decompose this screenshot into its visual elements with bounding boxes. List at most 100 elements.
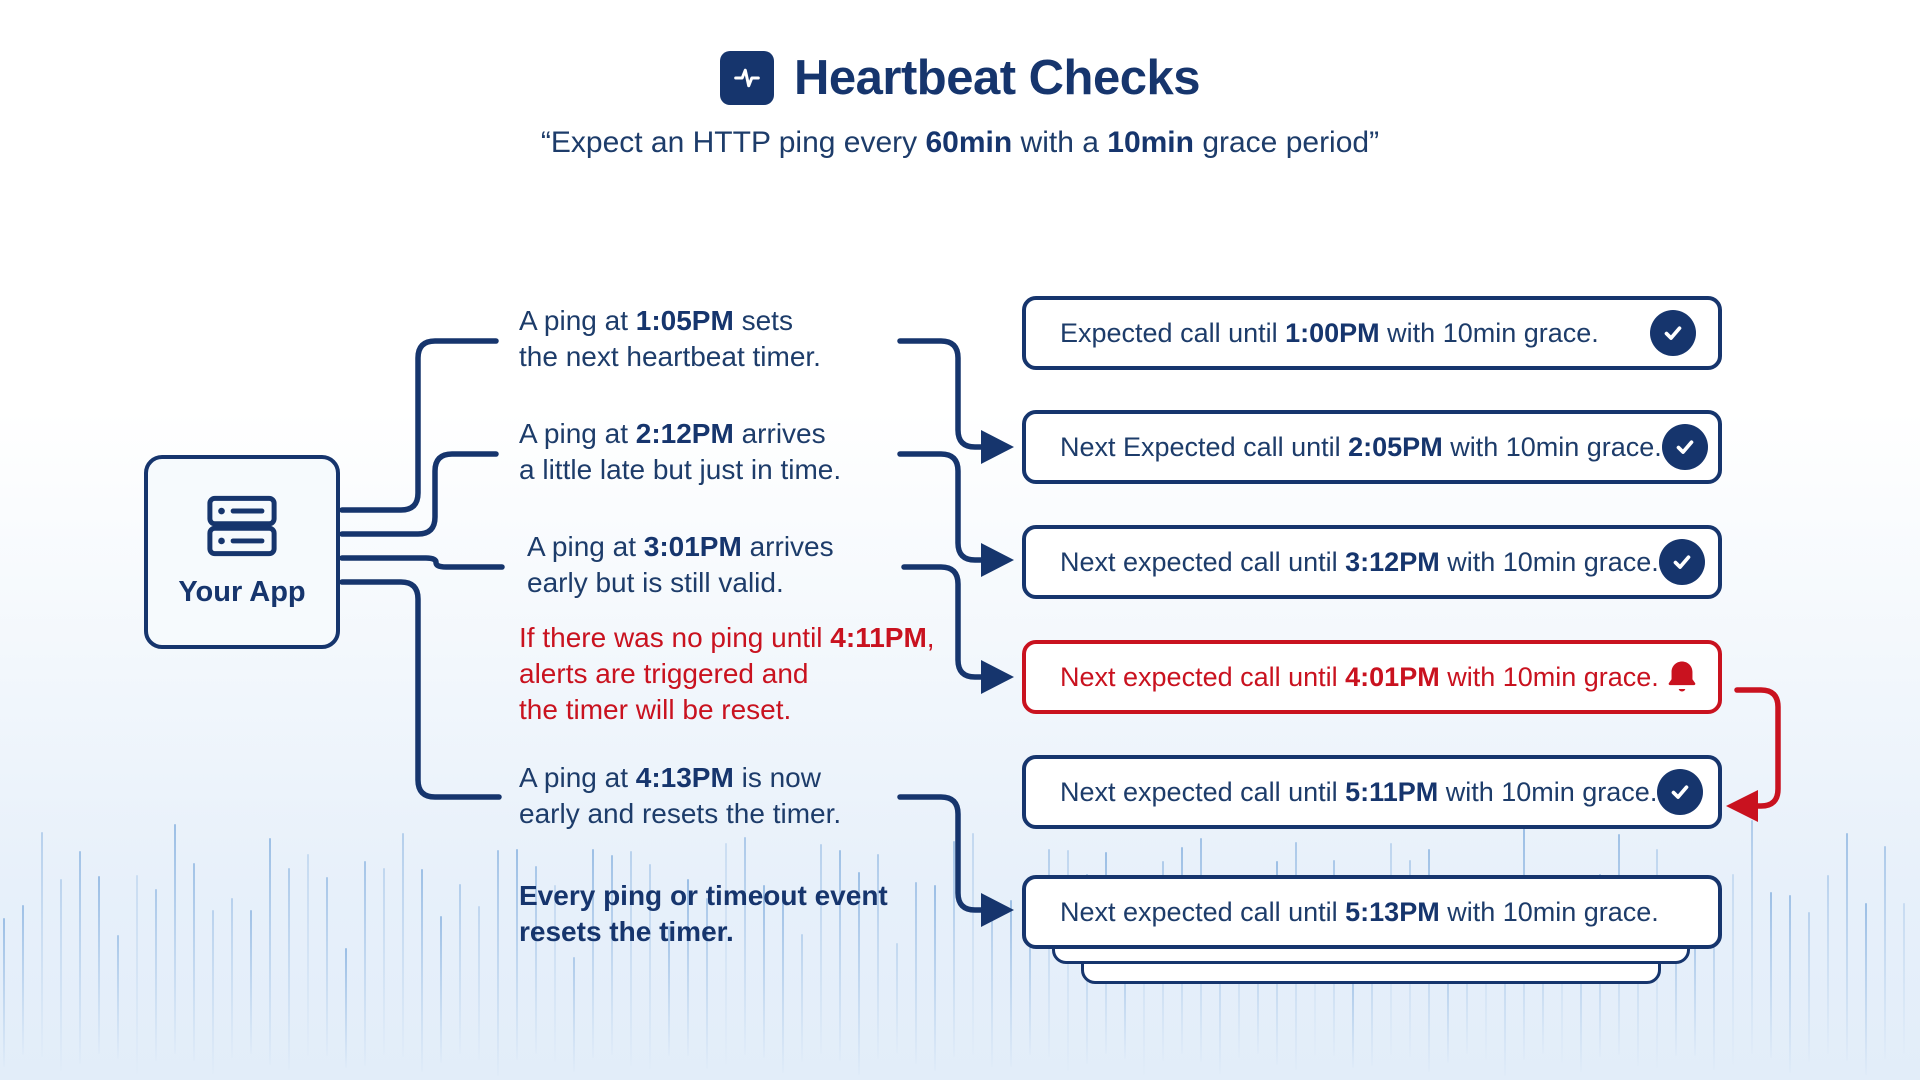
waveform-bar: [1447, 922, 1449, 1063]
card-expected-205: Next Expected call until 2:05PM with 10m…: [1022, 410, 1722, 484]
title-row: Heartbeat Checks: [720, 50, 1200, 106]
waveform-bar: [687, 879, 689, 1056]
waveform-bar: [3, 918, 5, 1067]
check-icon: [1661, 424, 1708, 470]
waveform-bar: [1029, 909, 1031, 1055]
waveform-bar: [1770, 892, 1772, 1058]
line-app-to-note3: [339, 555, 505, 570]
arrowhead-card4: [981, 660, 1014, 694]
card-expected-513: Next expected call until 5:13PM with 10m…: [1022, 875, 1722, 949]
waveform-bar: [516, 849, 518, 1060]
waveform-bar: [231, 898, 233, 1058]
waveform-bar: [1124, 948, 1126, 1059]
waveform-bar: [858, 872, 860, 1075]
waveform-bar: [440, 916, 442, 1063]
waveform-bar: [1865, 903, 1867, 1075]
waveform-bar: [1219, 935, 1221, 1074]
waveform-bar: [345, 948, 347, 1068]
waveform-bar: [326, 877, 328, 1056]
card-expected-511: Next expected call until 5:11PM with 10m…: [1022, 755, 1722, 829]
card-expected-401-alert: Next expected call until 4:01PM with 10m…: [1022, 640, 1722, 714]
check-icon: [1650, 310, 1696, 356]
server-icon: [206, 495, 278, 562]
waveform-bar: [22, 905, 24, 1055]
waveform-bar: [535, 866, 537, 1054]
note-ping-301: A ping at 3:01PM arrives early but is st…: [527, 531, 834, 598]
waveform-bar: [288, 868, 290, 1070]
waveform-bar: [174, 824, 176, 1054]
waveform-bar: [478, 906, 480, 1060]
alert-bell-icon: [1659, 654, 1705, 700]
waveform-bar: [1789, 895, 1791, 1073]
page-subtitle: “Expect an HTTP ping every 60min with a …: [540, 126, 1380, 159]
waveform-bar: [934, 885, 936, 1071]
waveform-bar: [193, 863, 195, 1061]
waveform-bar: [1903, 903, 1905, 1054]
waveform-bar: [782, 900, 784, 1073]
waveform-bar: [706, 898, 708, 1069]
waveform-bar: [877, 854, 879, 1059]
waveform-bar: [383, 868, 385, 1055]
waveform-bar: [554, 885, 556, 1062]
card-expected-100: Expected call until 1:00PM with 10min gr…: [1022, 296, 1722, 370]
waveform-bar: [117, 935, 119, 1059]
line-note5-to-card6: [897, 794, 986, 913]
waveform-bar: [1827, 875, 1829, 1054]
waveform-bar: [79, 851, 81, 1064]
waveform-bar: [1846, 833, 1848, 1061]
line-app-to-note1: [339, 338, 499, 513]
waveform-bar: [1732, 874, 1734, 1065]
red-arrowhead-card5: [1726, 790, 1758, 822]
note-reset-rule: Every ping or timeout event resets the t…: [519, 880, 888, 947]
check-icon: [1657, 769, 1704, 815]
waveform-bar: [1751, 820, 1753, 1054]
arrowhead-card6: [981, 893, 1014, 927]
your-app-box: Your App: [144, 455, 340, 649]
waveform-bar: [896, 943, 898, 1054]
arrowhead-card3: [981, 543, 1014, 577]
waveform-bar: [98, 876, 100, 1054]
waveform-bar: [763, 885, 765, 1058]
waveform-bar: [60, 879, 62, 1071]
waveform-bar: [573, 957, 575, 1072]
waveform-bar: [972, 833, 974, 1055]
arrowhead-card2: [981, 430, 1014, 464]
waveform-bar: [1713, 878, 1715, 1070]
waveform-bar: [630, 851, 632, 1066]
waveform-bar: [1048, 849, 1050, 1057]
waveform-bar: [668, 926, 670, 1056]
line-note2-to-card3: [897, 451, 986, 563]
note-ping-212: A ping at 2:12PM arrives a little late b…: [519, 418, 842, 485]
waveform-bar: [41, 832, 43, 1057]
waveform-bar: [1010, 900, 1012, 1067]
note-ping-413: A ping at 4:13PM is now early and resets…: [519, 762, 842, 829]
waveform-bar: [459, 884, 461, 1054]
page-title: Heartbeat Checks: [794, 51, 1200, 105]
waveform-bar: [497, 850, 499, 1076]
line-app-to-note2: [339, 451, 499, 537]
waveform-bar: [1694, 900, 1696, 1056]
red-loop-card4-to-card5: [1734, 687, 1781, 809]
waveform-bar: [155, 889, 157, 1061]
note-timeout-411: If there was no ping until 4:11PM, alert…: [519, 622, 935, 725]
line-note3-to-card4: [901, 564, 986, 680]
waveform-bar: [801, 934, 803, 1062]
waveform-bar: [820, 844, 822, 1054]
card-expected-312: Next expected call until 3:12PM with 10m…: [1022, 525, 1722, 599]
waveform-bar: [136, 875, 138, 1074]
your-app-label: Your App: [178, 576, 306, 608]
waveform-bar: [915, 882, 917, 1064]
waveform-bar: [1580, 938, 1582, 1072]
waveform-bar: [1675, 909, 1677, 1056]
waveform-bar: [364, 861, 366, 1066]
waveform-bar: [250, 910, 252, 1054]
waveform-bar: [1884, 846, 1886, 1059]
waveform-bar: [1352, 952, 1354, 1068]
waveform-bar: [402, 833, 404, 1057]
note-ping-105: A ping at 1:05PM sets the next heartbeat…: [519, 305, 821, 372]
waveform-bar: [212, 910, 214, 1074]
waveform-bar: [1808, 912, 1810, 1062]
waveform-bar: [592, 849, 594, 1058]
